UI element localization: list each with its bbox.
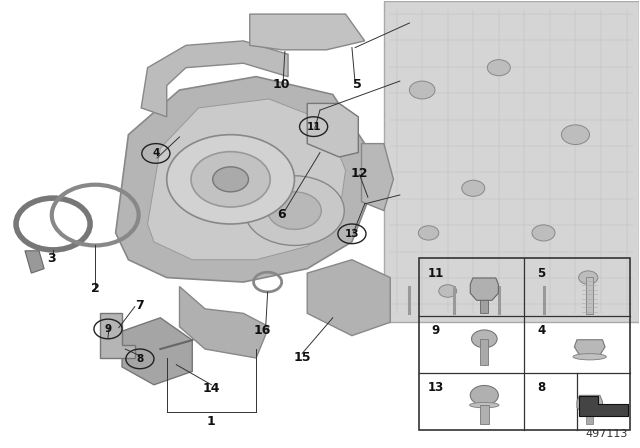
- Polygon shape: [574, 340, 605, 355]
- Ellipse shape: [573, 353, 606, 360]
- Circle shape: [268, 192, 321, 229]
- Text: 9: 9: [104, 324, 111, 334]
- Text: 10: 10: [273, 78, 291, 91]
- Text: 13: 13: [345, 229, 359, 239]
- Polygon shape: [179, 287, 269, 358]
- Circle shape: [487, 60, 510, 76]
- Circle shape: [532, 225, 555, 241]
- Polygon shape: [362, 144, 394, 211]
- Text: 6: 6: [277, 208, 286, 221]
- Text: 12: 12: [351, 168, 369, 181]
- Circle shape: [439, 285, 457, 297]
- Ellipse shape: [470, 402, 499, 408]
- Text: 13: 13: [428, 381, 444, 394]
- Text: 8: 8: [537, 381, 545, 394]
- Polygon shape: [579, 396, 628, 416]
- Circle shape: [410, 81, 435, 99]
- Text: 3: 3: [47, 252, 56, 265]
- Polygon shape: [384, 1, 639, 322]
- Text: 14: 14: [203, 382, 220, 395]
- Polygon shape: [577, 395, 602, 413]
- Bar: [481, 300, 488, 313]
- Text: 2: 2: [91, 282, 100, 295]
- Bar: [586, 413, 593, 424]
- Circle shape: [470, 385, 499, 405]
- Text: 9: 9: [432, 324, 440, 337]
- Circle shape: [419, 226, 439, 240]
- Circle shape: [561, 125, 589, 145]
- Circle shape: [167, 135, 294, 224]
- Polygon shape: [116, 77, 371, 282]
- Bar: [586, 277, 593, 314]
- Polygon shape: [250, 14, 365, 50]
- Text: 5: 5: [537, 267, 545, 280]
- Polygon shape: [148, 99, 346, 260]
- Bar: [419, 258, 630, 431]
- Text: 4: 4: [537, 324, 545, 337]
- Text: 11: 11: [307, 122, 321, 132]
- Text: 4: 4: [152, 148, 159, 159]
- Bar: [480, 405, 489, 424]
- Polygon shape: [307, 260, 390, 336]
- Text: 1: 1: [207, 415, 216, 428]
- Circle shape: [472, 330, 497, 348]
- Polygon shape: [470, 278, 499, 300]
- Text: 11: 11: [428, 267, 444, 280]
- Polygon shape: [100, 313, 135, 358]
- Text: 7: 7: [136, 299, 144, 312]
- Circle shape: [462, 180, 484, 196]
- Polygon shape: [122, 318, 192, 385]
- Text: 497113: 497113: [586, 429, 628, 439]
- Text: 16: 16: [254, 324, 271, 337]
- Text: 15: 15: [293, 351, 311, 364]
- Circle shape: [191, 152, 270, 207]
- Circle shape: [244, 176, 344, 246]
- Text: 8: 8: [136, 354, 143, 364]
- Polygon shape: [307, 103, 358, 157]
- Bar: [481, 339, 488, 365]
- Circle shape: [212, 167, 248, 192]
- Text: 5: 5: [353, 78, 362, 91]
- Circle shape: [579, 271, 598, 284]
- Polygon shape: [25, 251, 44, 273]
- Polygon shape: [141, 41, 288, 117]
